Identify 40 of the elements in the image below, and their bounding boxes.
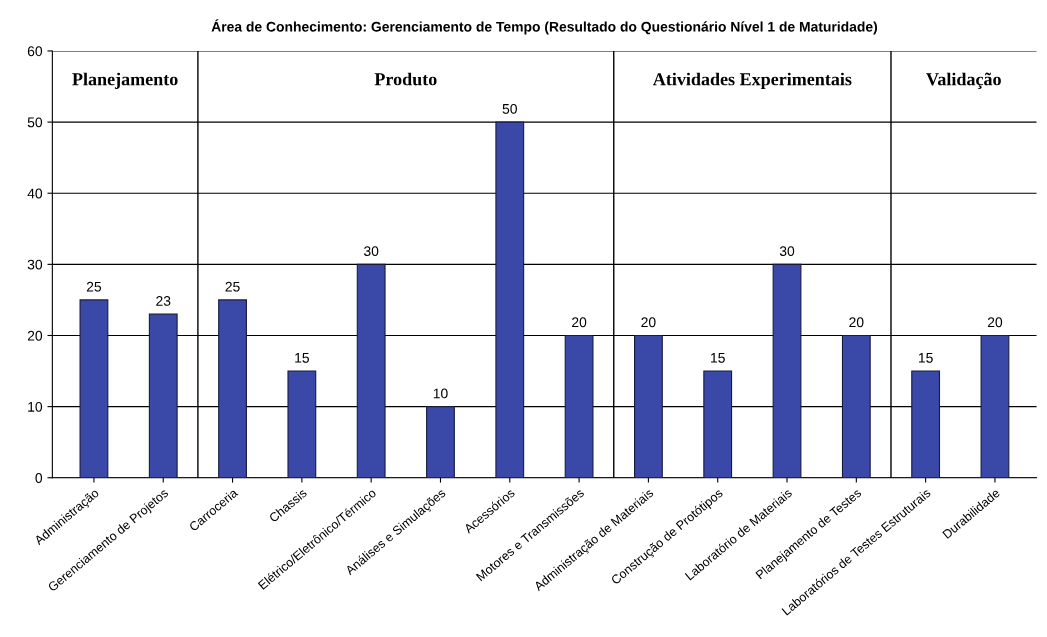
data-label: 10: [433, 388, 448, 399]
bar: [633, 334, 663, 478]
bar: [980, 334, 1010, 478]
annotation: Planejamento: [72, 72, 178, 90]
y-tick-label: 50: [27, 117, 43, 128]
data-label: 20: [849, 317, 864, 328]
bar: [495, 121, 525, 478]
bar: [841, 334, 871, 478]
bar: [79, 299, 109, 478]
y-tick-label: 10: [28, 401, 43, 412]
y-tick-label: 40: [27, 188, 43, 199]
data-label: 15: [295, 353, 309, 363]
bar: [703, 370, 733, 478]
y-tick-label: 60: [27, 46, 43, 57]
bar: [218, 299, 247, 478]
chart-title: Área de Conhecimento: Gerenciamento de Tempo (Resultado do Questionário Nível 1 de Maturidade): [211, 19, 878, 35]
data-label: 23: [156, 296, 171, 306]
data-label: 15: [711, 353, 725, 363]
y-tick-label: 0: [35, 473, 43, 483]
bar: [356, 263, 386, 478]
bar: [911, 370, 941, 478]
bar: [564, 334, 594, 478]
data-label: 20: [572, 317, 587, 328]
bar: [148, 313, 178, 478]
data-label: 25: [225, 281, 240, 292]
bar: [287, 370, 317, 478]
annotation: Validação: [926, 72, 1001, 89]
data-label: 20: [987, 317, 1003, 328]
data-label: 30: [779, 246, 795, 257]
data-label: 25: [86, 281, 102, 292]
data-label: 15: [918, 353, 933, 363]
data-label: 50: [502, 103, 517, 114]
y-tick-label: 20: [27, 330, 43, 341]
annotation: Produto: [374, 72, 437, 86]
annotation: Atividades Experimentais: [652, 72, 852, 90]
bar: [426, 406, 455, 478]
bar: [772, 263, 802, 478]
data-label: 20: [641, 317, 656, 328]
y-tick-label: 30: [27, 259, 43, 270]
data-label: 30: [363, 246, 379, 257]
